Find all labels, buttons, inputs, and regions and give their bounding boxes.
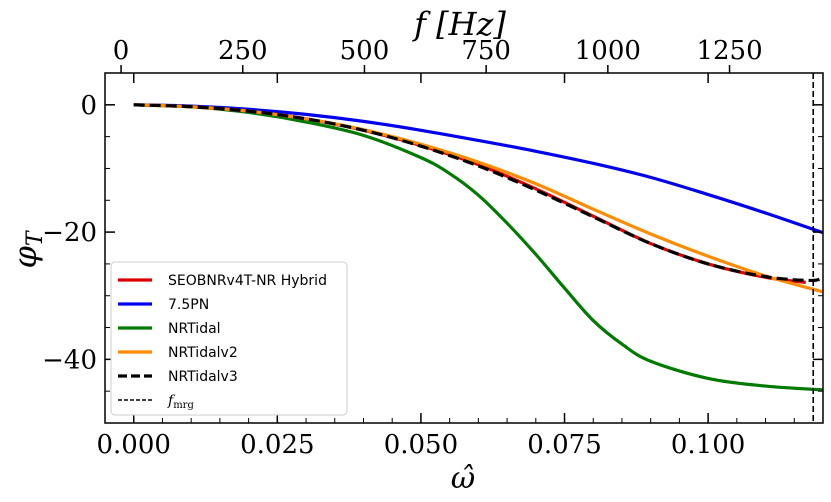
series-line-nrtidalv3 bbox=[133, 103, 823, 283]
top-tick-label: 1000 bbox=[575, 36, 641, 66]
series-line-7-5pn bbox=[133, 103, 823, 235]
top-tick-label: 250 bbox=[218, 36, 268, 66]
y-tick-label: 0 bbox=[80, 91, 97, 121]
legend-frame bbox=[110, 261, 348, 416]
series-line-nrtidal bbox=[133, 103, 823, 392]
legend-label: SEOBNRv4T-NR Hybrid bbox=[168, 273, 327, 289]
x-tick-label: 0.050 bbox=[384, 430, 458, 460]
legend-label-fmrg: fmrg bbox=[167, 393, 194, 411]
y-tick-label: −40 bbox=[42, 345, 97, 375]
legend-label: NRTidalv2 bbox=[168, 345, 238, 361]
legend: SEOBNRv4T-NR Hybrid 7.5PN NRTidal NRTidalv2… bbox=[110, 261, 348, 416]
y-axis-title-main: φ bbox=[6, 246, 44, 269]
legend-label: NRTidalv3 bbox=[168, 369, 238, 385]
top-axis-title: f [Hz] bbox=[412, 5, 506, 43]
top-tick-label: 1250 bbox=[696, 36, 762, 66]
curves bbox=[133, 73, 823, 423]
plot-frame bbox=[104, 72, 824, 424]
bottom-axis-title: ω̂ bbox=[451, 461, 475, 496]
x-tick-label: 0.075 bbox=[527, 430, 601, 460]
x-tick-label: 0.000 bbox=[97, 430, 171, 460]
top-tick-label: 750 bbox=[461, 36, 511, 66]
x-tick-label: 0.100 bbox=[671, 430, 745, 460]
legend-label: 7.5PN bbox=[168, 297, 209, 313]
y-axis-title-sub: T bbox=[23, 229, 48, 246]
x-tick-label: 0.025 bbox=[240, 430, 314, 460]
y-axis-title: φT bbox=[6, 229, 48, 268]
y-tick-label: −20 bbox=[42, 218, 97, 248]
top-tick-label: 500 bbox=[340, 36, 390, 66]
top-axis-title-text: f [Hz] bbox=[412, 5, 506, 43]
legend-label: NRTidal bbox=[168, 321, 221, 337]
top-tick-label: 0 bbox=[113, 36, 130, 66]
axes: 0.000 0.025 0.050 0.075 0.100 0 250 500 750 1000 1… bbox=[42, 36, 823, 460]
